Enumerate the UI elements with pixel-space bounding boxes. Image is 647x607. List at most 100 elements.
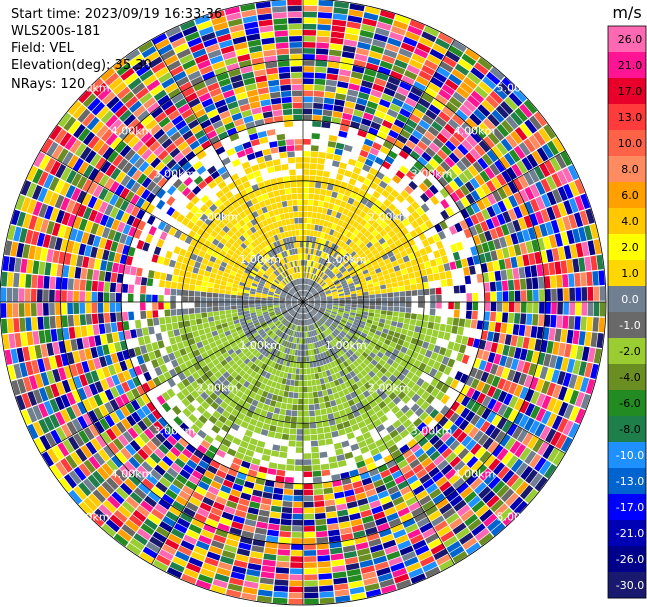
range-gate-cell [330,399,337,407]
range-gate-cell [335,336,342,342]
range-gate-cell [293,305,299,310]
range-gate-cell [347,319,354,324]
range-gate-cell [396,364,405,373]
range-gate-cell [293,386,299,393]
range-gate-cell [460,196,471,208]
range-gate-cell [2,334,10,350]
range-gate-cell [143,371,152,382]
range-gate-cell [306,292,311,298]
range-gate-cell [487,113,500,127]
range-gate-cell [230,352,238,359]
range-gate-cell [387,346,395,353]
range-gate-cell [174,335,182,344]
range-gate-cell [252,331,259,338]
range-gate-cell [321,358,327,365]
range-gate-cell [227,260,235,267]
range-gate-cell [427,538,443,550]
range-gate-cell [392,567,408,578]
range-gate-cell [334,99,345,107]
range-gate-cell [244,341,252,348]
range-gate-cell [128,226,137,237]
range-gate-cell [478,140,491,153]
range-gate-cell [550,219,560,234]
range-gate-cell [208,415,218,425]
range-gate-cell [112,154,124,167]
range-gate-cell [317,157,326,165]
range-gate-cell [256,388,264,396]
range-gate-cell [245,283,252,288]
range-gate-cell [319,291,325,295]
range-gate-cell [273,303,279,306]
range-gate-cell [138,161,150,173]
range-gate-cell [252,386,259,394]
range-gate-cell [465,542,481,555]
range-gate-cell [492,388,502,400]
range-gate-cell [137,336,145,346]
range-gate-cell [140,189,151,200]
range-gate-cell [338,323,345,328]
range-gate-cell [448,135,461,148]
range-gate-cell [357,347,364,355]
range-gate-cell [380,469,391,479]
range-gate-cell [353,367,360,375]
range-gate-cell [440,431,452,443]
range-gate-cell [253,426,262,434]
range-gate-cell [165,510,179,522]
range-gate-cell [311,255,316,261]
range-gate-cell [291,302,298,305]
range-gate-cell [266,411,274,419]
range-gate-cell [349,77,362,86]
range-gate-cell [309,169,317,176]
range-gate-cell [422,478,435,490]
range-gate-cell [196,507,210,518]
range-gate-cell [332,13,348,21]
range-gate-cell [331,323,337,329]
range-gate-cell [304,332,307,338]
range-gate-cell [363,298,370,302]
range-gate-cell [306,285,309,291]
range-gate-cell [355,286,362,291]
range-gate-cell [347,89,359,97]
range-gate-cell [388,212,397,221]
range-gate-cell [375,305,382,310]
range-gate-cell [498,333,506,344]
range-gate-cell [110,424,122,438]
range-gate-cell [242,435,251,443]
range-gate-cell [329,333,336,340]
range-gate-cell [157,149,169,161]
range-gate-cell [276,276,282,282]
range-gate-cell [183,283,190,290]
range-gate-cell [324,322,330,328]
range-gate-cell [551,415,563,430]
range-gate-cell [280,306,286,310]
range-gate-cell [448,473,461,485]
range-gate-cell [1,271,8,287]
range-gate-cell [228,338,235,345]
range-gate-cell [368,127,379,136]
range-gate-cell [337,311,344,315]
range-gate-cell [319,333,324,340]
range-gate-cell [345,238,352,246]
range-gate-cell [60,458,73,473]
range-gate-cell [339,302,345,305]
range-gate-cell [145,233,154,244]
range-gate-cell [542,444,555,460]
range-gate-cell [303,531,316,538]
range-gate-cell [122,370,132,381]
range-gate-cell [450,191,460,203]
range-gate-cell [489,311,497,322]
range-gate-cell [258,338,265,345]
range-gate-cell [362,308,369,313]
range-gate-cell [325,79,338,87]
range-gate-cell [318,310,325,314]
range-gate-cell [554,356,564,370]
range-gate-cell [126,542,142,556]
range-gate-cell [369,294,376,299]
range-gate-cell [409,534,424,545]
range-gate-cell [188,475,200,486]
range-gate-cell [461,139,474,152]
range-gate-cell [38,330,46,344]
range-gate-cell [320,258,325,265]
range-gate-cell [365,436,375,446]
range-gate-cell [455,241,464,251]
